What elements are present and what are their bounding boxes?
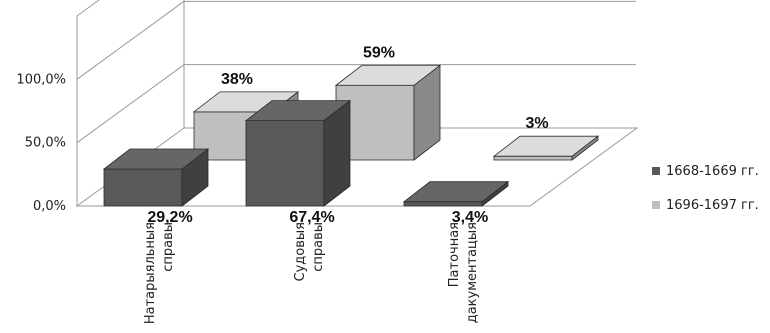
bar-front bbox=[245, 120, 325, 207]
y-tick-label: 0,0% bbox=[33, 199, 66, 214]
y-tick-label: 50,0% bbox=[25, 136, 66, 151]
legend: 1668-1669 гг. 1696-1697 гг. bbox=[652, 164, 759, 213]
legend-swatch bbox=[652, 201, 660, 209]
chart-walls bbox=[75, 0, 639, 207]
data-label: 38% bbox=[221, 71, 253, 88]
bar-front bbox=[103, 168, 183, 207]
legend-label: 1696-1697 гг. bbox=[666, 198, 759, 213]
bar-front bbox=[493, 155, 573, 161]
side-gridline bbox=[76, 0, 100, 17]
category-labels: Натарыяльныя справы Судовыя справы Паточная д… bbox=[143, 222, 480, 324]
category-label: Натарыяльныя bbox=[143, 222, 158, 324]
data-label: 59% bbox=[363, 44, 395, 61]
category-label: дакументацыя bbox=[465, 222, 480, 323]
bar-group bbox=[492, 135, 600, 161]
bars bbox=[102, 64, 600, 207]
bar-group bbox=[402, 180, 510, 207]
data-label: 29,2% bbox=[147, 209, 192, 226]
data-label: 3,4% bbox=[452, 209, 488, 226]
side-gridline bbox=[76, 64, 185, 144]
bar-group bbox=[102, 148, 210, 207]
data-label: 3% bbox=[525, 115, 548, 132]
data-label: 67,4% bbox=[289, 209, 334, 226]
y-tick-label: 100,0% bbox=[16, 72, 66, 87]
bar-front bbox=[403, 201, 483, 207]
bar-group bbox=[334, 64, 442, 161]
bar-top bbox=[102, 148, 210, 170]
y-axis-ticks: 0,0% 50,0% 100,0% bbox=[16, 72, 66, 214]
bar-top bbox=[244, 100, 352, 122]
bar-top bbox=[402, 181, 510, 203]
data-labels: 38% 59% 3% 29,2% 67,4% 3,4% bbox=[147, 44, 548, 226]
legend-label: 1668-1669 гг. bbox=[666, 164, 759, 179]
bar-top bbox=[492, 135, 600, 157]
bar-group bbox=[244, 99, 352, 207]
category-label: справы bbox=[161, 222, 176, 272]
category-label: Судовыя bbox=[293, 222, 308, 281]
bar-top bbox=[334, 64, 442, 86]
legend-swatch bbox=[652, 167, 660, 175]
category-label: справы bbox=[311, 222, 326, 272]
side-gridline bbox=[76, 0, 185, 80]
category-label: Паточная bbox=[447, 222, 462, 287]
